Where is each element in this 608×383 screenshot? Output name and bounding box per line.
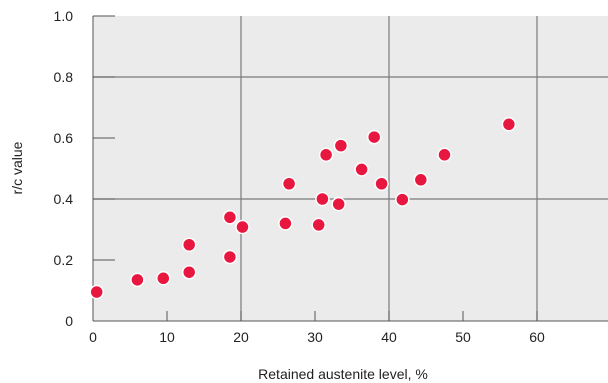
x-tick-labels: 0 10 20 30 40 50 60 — [89, 329, 545, 345]
data-point — [331, 196, 346, 212]
data-point — [501, 117, 517, 132]
data-point — [354, 162, 369, 177]
y-tick-label: 0.8 — [54, 69, 74, 85]
x-tick-label: 0 — [89, 329, 97, 345]
data-point — [437, 147, 452, 163]
data-point — [366, 129, 382, 145]
data-point — [311, 217, 326, 233]
grid-lines — [93, 16, 608, 321]
data-point — [281, 176, 297, 191]
data-points — [89, 117, 517, 300]
data-point — [222, 249, 238, 265]
data-point — [315, 191, 330, 207]
y-axis-label: r/c value — [9, 141, 25, 194]
x-axis-label: Retained austenite level, % — [258, 366, 428, 382]
data-point — [395, 192, 410, 207]
x-tick-label: 20 — [233, 329, 249, 345]
x-tick-label: 60 — [529, 329, 545, 345]
axes — [92, 15, 608, 322]
y-tick-label: 0 — [65, 313, 73, 329]
data-point — [222, 210, 238, 225]
x-tick-label: 30 — [307, 329, 323, 345]
data-point — [413, 172, 429, 188]
data-point — [333, 138, 349, 153]
x-tick-label: 50 — [455, 329, 471, 345]
y-tick-labels: 0 0.2 0.4 0.6 0.8 1.0 — [54, 8, 74, 329]
data-point — [374, 176, 389, 191]
data-point — [130, 272, 145, 288]
x-tick-label: 40 — [381, 329, 397, 345]
y-tick-label: 0.2 — [54, 252, 74, 268]
data-point — [181, 237, 197, 252]
data-point — [235, 219, 250, 235]
data-point — [318, 147, 334, 163]
data-point — [278, 216, 293, 231]
data-point — [156, 271, 171, 286]
y-tick-label: 1.0 — [54, 8, 74, 24]
x-tick-label: 10 — [159, 329, 175, 345]
y-tick-label: 0.4 — [54, 191, 74, 207]
y-tick-label: 0.6 — [54, 130, 74, 146]
plot-background — [93, 16, 608, 321]
data-point — [181, 264, 197, 280]
data-point — [89, 284, 104, 300]
